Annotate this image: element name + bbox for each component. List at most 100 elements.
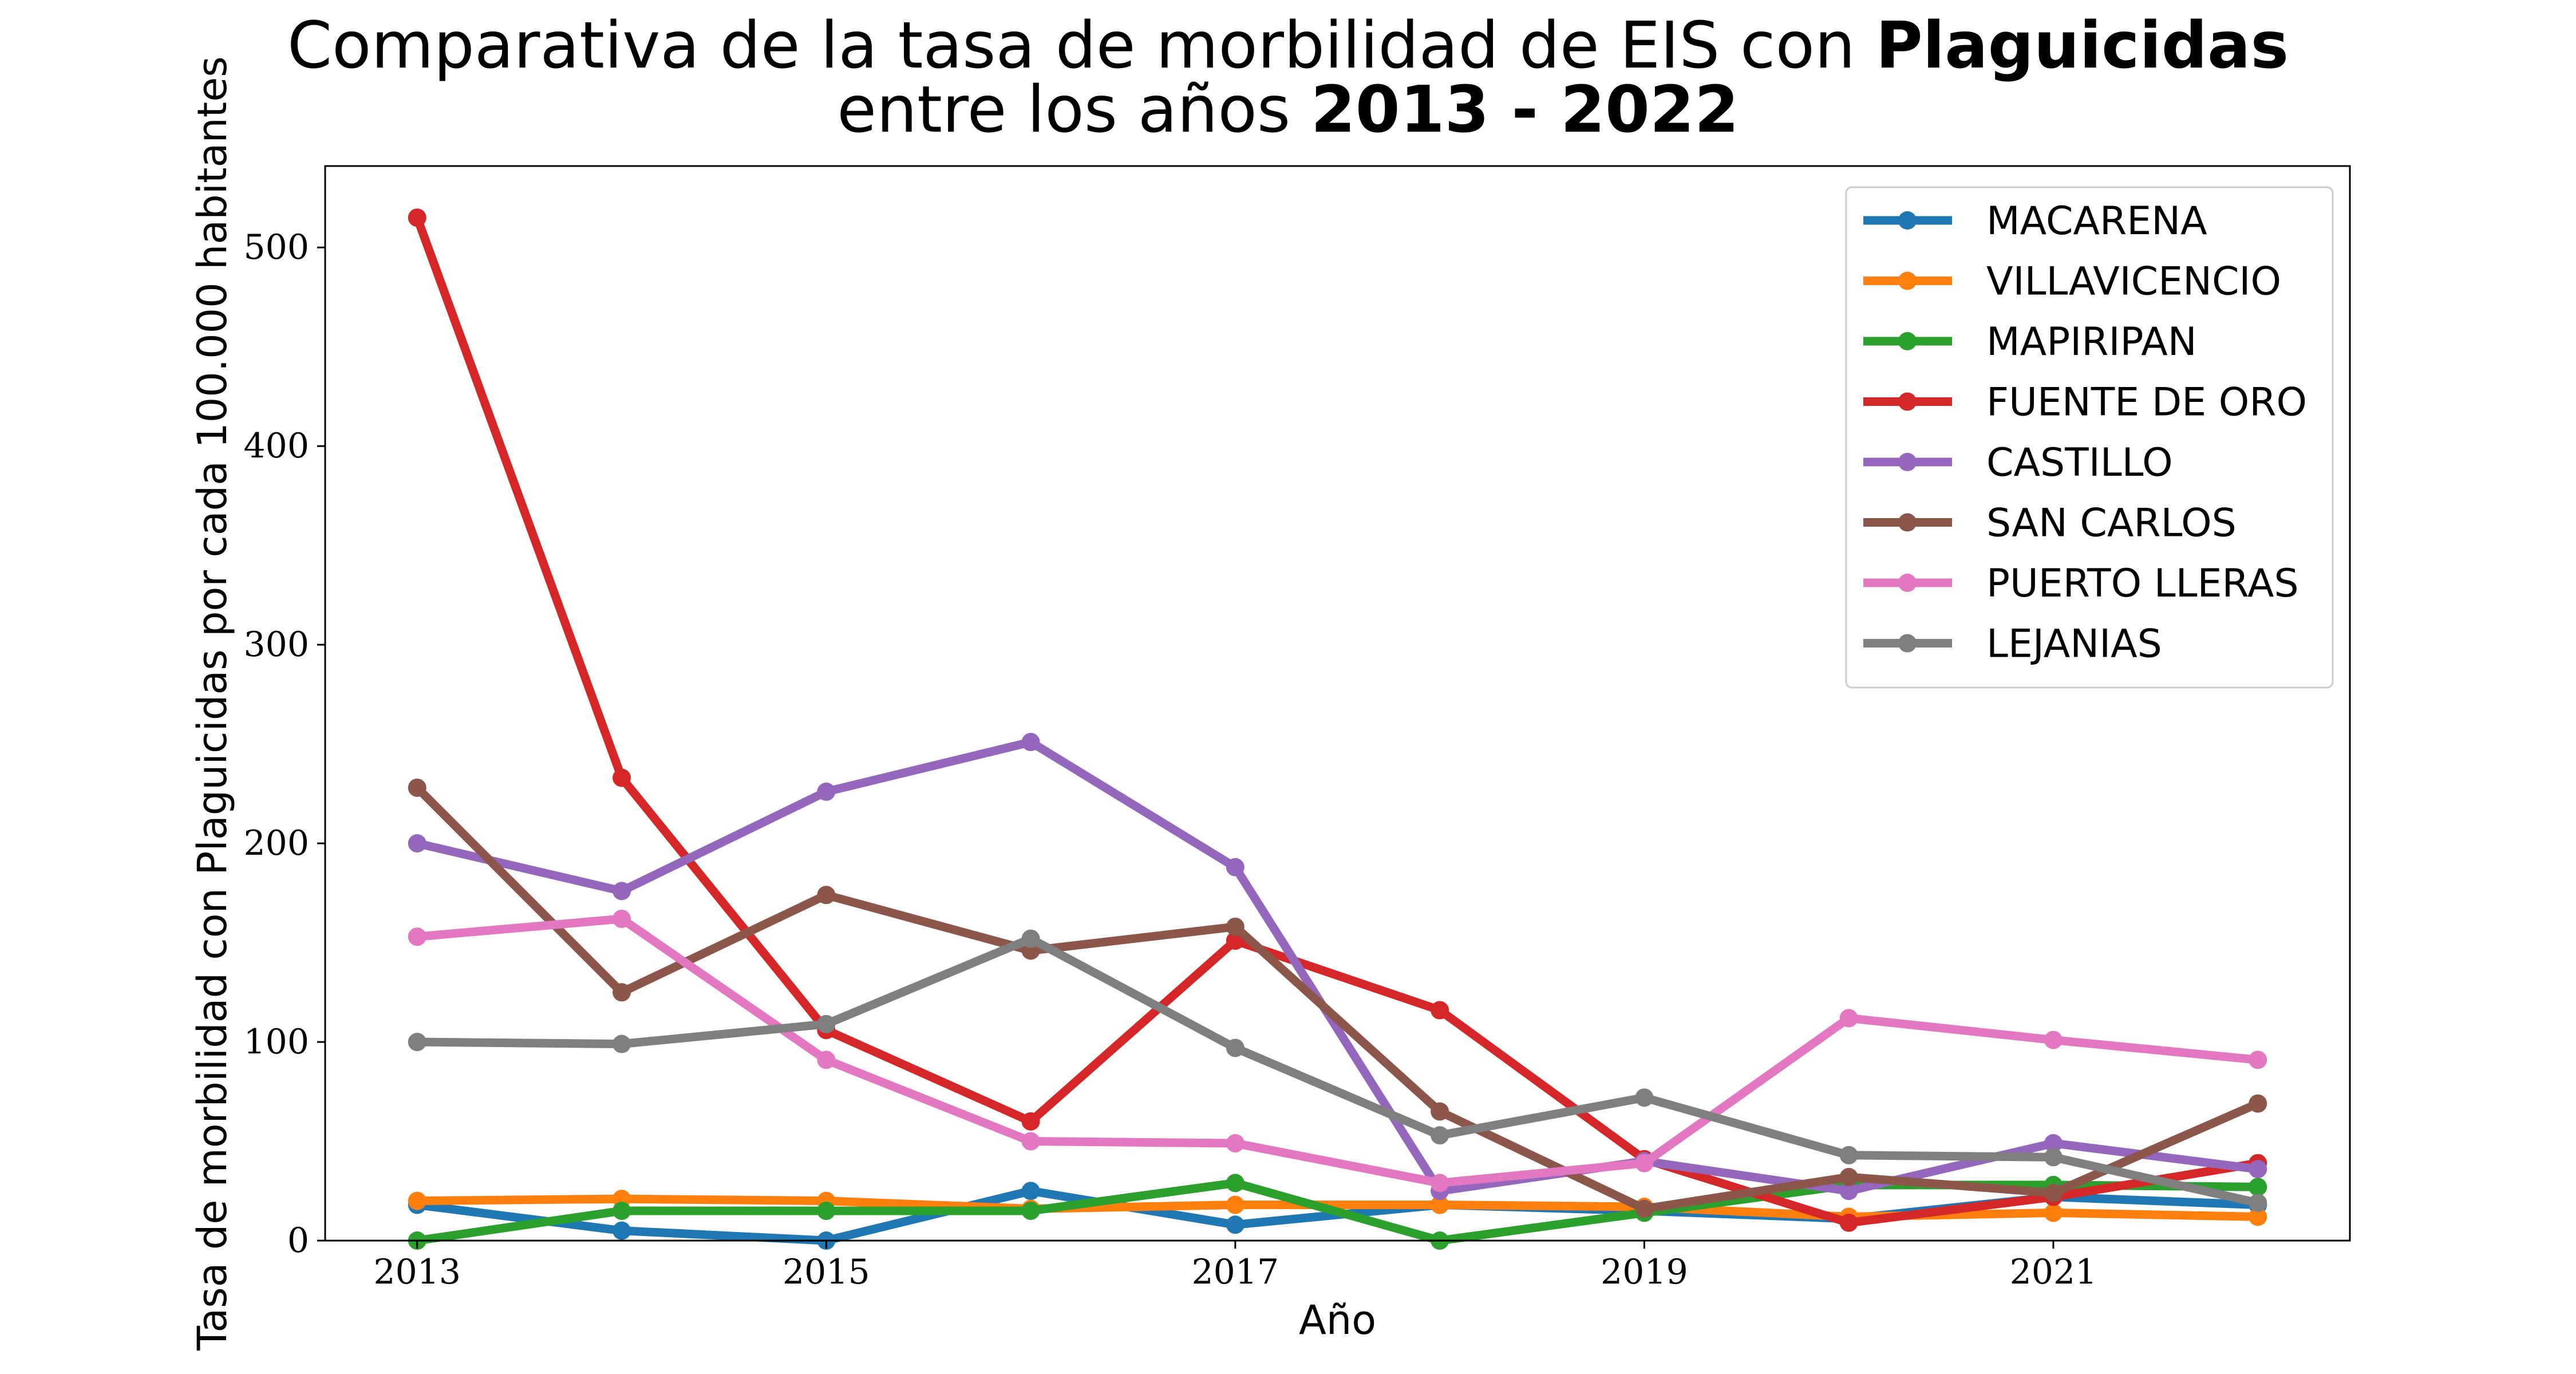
- data-point: [2249, 1207, 2267, 1226]
- legend-label: MACARENA: [1986, 199, 2207, 244]
- data-point: [1635, 1154, 1654, 1172]
- series-san-carlos: [408, 778, 2267, 1218]
- data-point: [2249, 1160, 2267, 1179]
- plot-area-frame: [324, 165, 2351, 1242]
- data-point: [1226, 917, 1244, 936]
- data-point: [408, 1191, 426, 1210]
- legend-swatch-marker: [1898, 453, 1917, 471]
- data-point: [1839, 1009, 1858, 1028]
- y-tick-label: 200: [243, 823, 309, 863]
- title-line-2: entre los años 2013 - 2022: [837, 73, 1739, 147]
- legend-box: [1845, 186, 2334, 689]
- data-point: [1021, 1201, 1040, 1220]
- data-point: [408, 834, 426, 853]
- data-point: [1226, 1195, 1244, 1214]
- x-tick-label: 2013: [373, 1252, 461, 1292]
- data-point: [613, 882, 631, 901]
- data-point: [613, 1035, 631, 1053]
- data-point: [613, 1201, 631, 1220]
- legend-swatch-marker: [1898, 513, 1917, 532]
- legend-label: LEJANIAS: [1986, 622, 2162, 667]
- y-axis-label: Tasa de morbilidad con Plaguicidas por c…: [189, 56, 236, 1351]
- legend-swatch-marker: [1898, 271, 1917, 290]
- series-layer: [408, 208, 2267, 1250]
- data-point: [1226, 1039, 1244, 1057]
- data-point: [1021, 1132, 1040, 1151]
- legend-swatch-marker: [1898, 634, 1917, 653]
- data-point: [1021, 733, 1040, 752]
- data-point: [1226, 858, 1244, 876]
- data-point: [1839, 1182, 1858, 1201]
- series-castillo: [408, 733, 2267, 1201]
- series-line: [413, 213, 2262, 1227]
- title-line-1-prefix: Comparativa de la tasa de morbilidad de …: [287, 9, 1876, 83]
- data-point: [1431, 1102, 1449, 1121]
- data-point: [408, 208, 426, 227]
- legend-item: FUENTE DE ORO: [1863, 380, 2307, 425]
- axes-layer: 2013 2015 2017 2019 2021 0 100 200 300 400 500: [243, 227, 2097, 1292]
- legend-item: VILLAVICENCIO: [1863, 259, 2281, 305]
- data-point: [613, 983, 631, 1002]
- chart-title: Comparativa de la tasa de morbilidad de …: [287, 9, 2289, 147]
- data-point: [817, 1201, 836, 1220]
- y-tick-label: 100: [243, 1022, 309, 1062]
- y-tick-label: 300: [243, 625, 309, 665]
- data-point: [2044, 1203, 2063, 1222]
- series-line: [413, 783, 2262, 1213]
- data-point: [1226, 1215, 1244, 1234]
- data-point: [1021, 929, 1040, 948]
- legend-swatch-marker: [1898, 332, 1917, 350]
- data-point: [2044, 1148, 2063, 1167]
- data-point: [613, 909, 631, 928]
- x-tick-label: 2019: [1601, 1252, 1688, 1292]
- series-line: [413, 914, 2262, 1187]
- x-tick-label: 2017: [1192, 1252, 1279, 1292]
- legend-swatch-marker: [1898, 211, 1917, 230]
- data-point: [817, 886, 836, 905]
- data-point: [2044, 1030, 2063, 1049]
- data-point: [1839, 1167, 1858, 1186]
- data-point: [817, 782, 836, 801]
- legend-label: MAPIRIPAN: [1986, 319, 2197, 365]
- legend-item: CASTILLO: [1863, 440, 2173, 485]
- series-line: [413, 737, 2262, 1195]
- title-line-1: Comparativa de la tasa de morbilidad de …: [287, 9, 2289, 83]
- legend-item: MACARENA: [1863, 199, 2207, 244]
- data-point: [1839, 1213, 1858, 1232]
- data-point: [1635, 1088, 1654, 1107]
- legend-item: MAPIRIPAN: [1863, 319, 2197, 365]
- x-tick-label: 2015: [783, 1252, 870, 1292]
- legend-label: PUERTO LLERAS: [1986, 561, 2299, 606]
- data-point: [817, 1051, 836, 1069]
- data-point: [408, 1033, 426, 1052]
- data-point: [1021, 1112, 1040, 1131]
- y-tick-label: 500: [243, 227, 309, 267]
- title-line-2-prefix: entre los años: [837, 73, 1311, 147]
- series-lejanias: [408, 929, 2267, 1213]
- data-point: [2249, 1194, 2267, 1213]
- data-point: [1021, 1182, 1040, 1201]
- y-tick-label: 400: [243, 426, 309, 466]
- data-point: [2249, 1178, 2267, 1197]
- series-puerto-lleras: [408, 909, 2267, 1193]
- data-point: [2044, 1134, 2063, 1152]
- data-point: [1635, 1199, 1654, 1218]
- data-point: [2044, 1183, 2063, 1202]
- data-point: [1226, 1174, 1244, 1193]
- data-point: [1431, 1126, 1449, 1145]
- legend-swatch-marker: [1898, 392, 1917, 411]
- legend: MACARENA VILLAVICENCIO MAPIRIPAN FUENTE DE …: [1845, 186, 2334, 689]
- data-point: [613, 1221, 631, 1240]
- series-line: [413, 1194, 2262, 1221]
- data-point: [1431, 1174, 1449, 1193]
- legend-label: CASTILLO: [1986, 440, 2173, 485]
- legend-label: FUENTE DE ORO: [1986, 380, 2307, 425]
- series-line: [413, 934, 2262, 1207]
- data-point: [1839, 1146, 1858, 1164]
- data-point: [613, 768, 631, 787]
- data-point: [408, 778, 426, 797]
- title-line-2-bold: 2013 - 2022: [1311, 73, 1739, 147]
- legend-label: SAN CARLOS: [1986, 501, 2237, 546]
- data-point: [1226, 1134, 1244, 1152]
